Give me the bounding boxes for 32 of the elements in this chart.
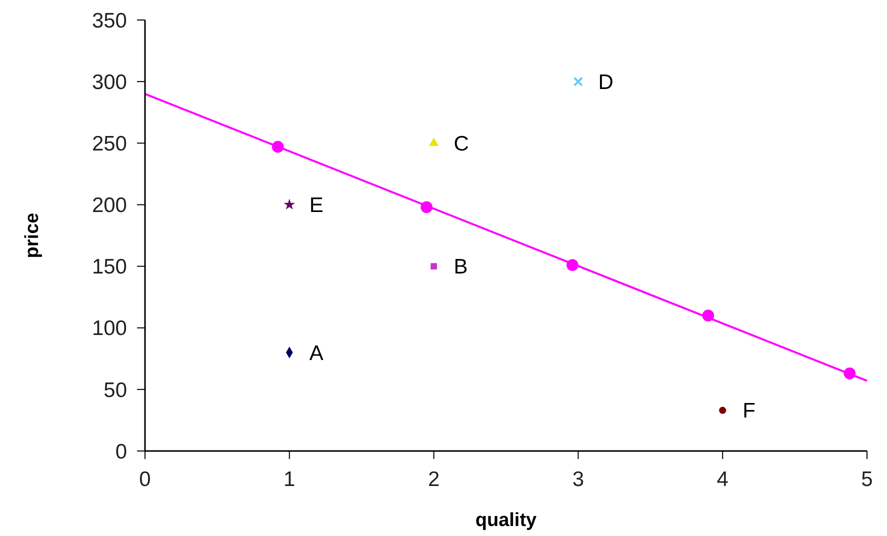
point [272, 140, 284, 153]
y-tick-label: 50 [104, 378, 127, 402]
series-label: D [598, 70, 614, 94]
point [566, 259, 578, 271]
point [420, 201, 432, 214]
series-label: F [742, 400, 756, 423]
point [284, 198, 296, 210]
x-tick-label: 3 [572, 468, 584, 491]
point [844, 368, 856, 380]
point [702, 310, 714, 322]
x-tick-label: 1 [284, 468, 296, 491]
series-label: A [309, 342, 324, 365]
point [573, 76, 584, 86]
x-tick-label: 5 [861, 468, 873, 491]
y-tick-label: 350 [92, 9, 127, 32]
x-axis-title: quality [475, 510, 538, 531]
y-tick-label: 150 [92, 256, 127, 279]
y-tick-label: 100 [92, 317, 127, 340]
series-label: C [454, 132, 469, 156]
point [719, 406, 726, 414]
y-axis-title: price [22, 212, 43, 258]
y-tick-label: 200 [92, 194, 127, 218]
point [428, 138, 439, 146]
series-label: B [454, 256, 468, 279]
y-tick-label: 300 [92, 70, 127, 94]
y-tick-label: 250 [92, 132, 127, 156]
x-tick-label: 4 [716, 468, 729, 491]
series-label: E [309, 194, 324, 218]
point [430, 263, 437, 270]
x-tick-label: 2 [428, 468, 440, 491]
x-tick-label: 0 [139, 468, 151, 491]
y-tick-label: 0 [115, 440, 127, 464]
